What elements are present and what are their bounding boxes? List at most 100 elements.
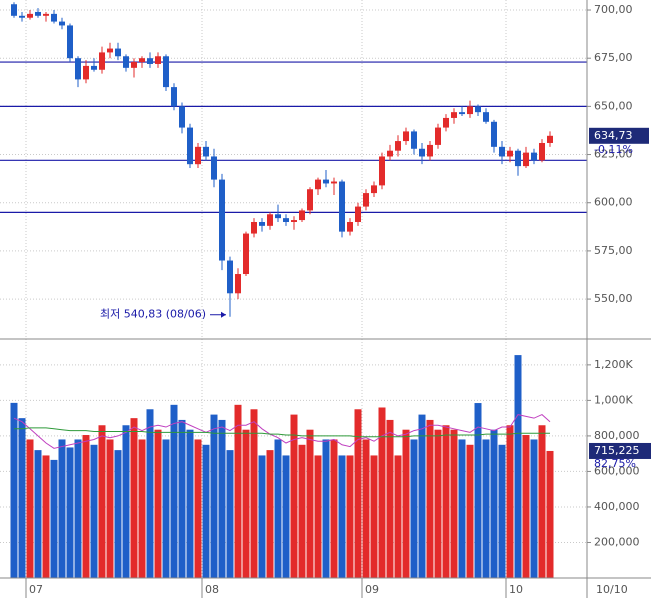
price-label: 634,73 (594, 129, 633, 142)
candle-body (195, 146, 201, 165)
volume-bar (530, 439, 538, 578)
candle-body (155, 56, 161, 64)
candle-body (251, 221, 257, 234)
candle-body (275, 214, 281, 219)
candle-body (59, 21, 65, 26)
volume-bar (210, 414, 218, 578)
change-label: -0,11% (594, 143, 633, 156)
volume-bar (90, 444, 98, 578)
candle-body (91, 65, 97, 70)
y-tick-label: 200,000 (594, 535, 640, 548)
volume-badge (589, 442, 651, 459)
candle-body (363, 193, 369, 207)
candle-body (483, 112, 489, 122)
volume-bar (394, 455, 402, 578)
volume-bar (170, 404, 178, 578)
y-tick-label: 600,000 (594, 464, 640, 477)
volume-bar (330, 439, 338, 578)
volume-bar (434, 429, 442, 578)
volume-bar (202, 444, 210, 578)
volume-bar (218, 419, 226, 578)
candle-body (51, 13, 57, 22)
candle-body (339, 181, 345, 232)
volume-bar (538, 425, 546, 578)
x-tick-label: 07 (29, 583, 43, 596)
volume-bar (298, 444, 306, 578)
candle-body (99, 52, 105, 70)
candle-body (299, 210, 305, 221)
volume-average-line (14, 427, 550, 438)
candle-body (259, 221, 265, 226)
x-tick-label: 10 (509, 583, 523, 596)
volume-bar (106, 439, 114, 578)
candle-body (243, 233, 249, 275)
annotation: 최저 540,83 (08/06) (100, 308, 206, 321)
volume-bar (338, 455, 346, 578)
candle-body (403, 131, 409, 142)
volume-bar (82, 435, 90, 578)
y-tick-label: 700,00 (594, 3, 633, 16)
volume-bar (42, 455, 50, 578)
volume-bar (498, 444, 506, 578)
volume-bar (162, 439, 170, 578)
volume-bar (354, 409, 362, 578)
candle-body (499, 146, 505, 157)
candle-body (171, 87, 177, 107)
volume-bar (466, 444, 474, 578)
candle-body (331, 181, 337, 184)
volume-bar (266, 450, 274, 578)
y-tick-label: 675,00 (594, 51, 633, 64)
y-tick-label: 550,00 (594, 292, 633, 305)
volume-bar (290, 414, 298, 578)
volume-bar (26, 439, 34, 578)
candle-body (427, 144, 433, 157)
volume-bar (226, 450, 234, 578)
volume-bar (282, 455, 290, 578)
candle-body (19, 15, 25, 18)
y-tick-label: 1,200K (594, 358, 633, 371)
candle-body (43, 13, 49, 16)
candle-body (539, 142, 545, 161)
candle-body (347, 221, 353, 232)
date-label: 10/10 (596, 583, 628, 596)
volume-bar (442, 425, 450, 578)
y-tick-label: 650,00 (594, 99, 633, 112)
volume-bar (490, 429, 498, 578)
candle-body (315, 179, 321, 190)
volume-average-line (13, 414, 551, 449)
candle-body (531, 152, 537, 161)
volume-bar (130, 418, 138, 578)
x-tick-label: 08 (205, 583, 219, 596)
candle-body (419, 148, 425, 157)
candle-body (67, 25, 73, 59)
volume-bar (458, 439, 466, 578)
candle-body (491, 121, 497, 147)
annotation-arrowhead (221, 311, 226, 318)
volume-bar (402, 429, 410, 578)
candle-body (387, 150, 393, 157)
candle-body (507, 150, 513, 157)
volume-bar (522, 435, 530, 578)
volume-bar (258, 455, 266, 578)
volume-bar (418, 414, 426, 578)
volume-bar (410, 439, 418, 578)
volume-bar (186, 429, 194, 578)
volume-bar (122, 425, 130, 578)
candle-body (443, 117, 449, 128)
candle-body (355, 206, 361, 222)
volume-bar (362, 439, 370, 578)
volume-bar (146, 409, 154, 578)
candle-body (11, 4, 17, 16)
candle-body (211, 156, 217, 180)
candle-body (235, 274, 241, 294)
volume-bar (178, 419, 186, 578)
y-tick-label: 1,000K (594, 393, 633, 406)
volume-label: 715,225 (594, 444, 640, 457)
volume-bar (50, 459, 58, 578)
candle-body (75, 58, 81, 80)
candle-body (467, 106, 473, 115)
candle-body (291, 220, 297, 222)
volume-bar (370, 455, 378, 578)
volume-bar (10, 402, 18, 578)
